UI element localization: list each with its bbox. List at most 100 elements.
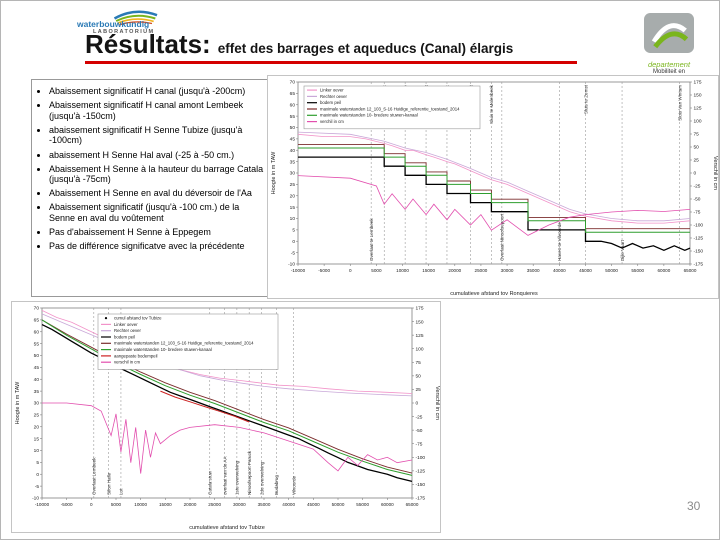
svg-text:60000: 60000 (381, 502, 394, 507)
bullet-list: Abaissement significatif H canal (jusqu'… (34, 86, 264, 252)
svg-text:55: 55 (34, 341, 40, 347)
svg-text:10000: 10000 (396, 268, 409, 273)
svg-text:45: 45 (34, 365, 40, 371)
svg-text:45: 45 (290, 137, 296, 143)
svg-text:5: 5 (36, 460, 39, 466)
page-number: 30 (687, 499, 701, 513)
svg-text:65000: 65000 (406, 502, 419, 507)
svg-text:30000: 30000 (501, 268, 514, 273)
svg-text:Overlaat te Lembeek: Overlaat te Lembeek (369, 218, 374, 261)
svg-text:40: 40 (34, 377, 40, 383)
svg-text:bodem peil: bodem peil (114, 334, 135, 339)
svg-text:15: 15 (290, 205, 296, 211)
departement-name-line1: Mobiliteit en (652, 69, 685, 75)
svg-text:5: 5 (292, 228, 295, 234)
svg-text:-75: -75 (416, 441, 423, 447)
svg-text:-10000: -10000 (35, 502, 50, 507)
svg-text:55: 55 (290, 114, 296, 120)
svg-text:-10: -10 (32, 496, 39, 502)
svg-text:Overlaat Lembeek: Overlaat Lembeek (92, 457, 97, 495)
svg-text:-150: -150 (416, 482, 426, 488)
svg-text:25000: 25000 (208, 502, 221, 507)
svg-text:Sifon Halle: Sifon Halle (106, 472, 111, 495)
svg-text:Linker oever: Linker oever (114, 322, 138, 327)
svg-text:Budabrug: Budabrug (274, 475, 279, 495)
svg-text:-125: -125 (416, 469, 426, 475)
svg-text:Overlaat Ninoofsepoort: Overlaat Ninoofsepoort (500, 213, 505, 261)
svg-text:Sluis te Zemst: Sluis te Zemst (583, 84, 588, 114)
svg-text:-5: -5 (35, 484, 40, 490)
bullet-panel: Abaissement significatif H canal (jusqu'… (31, 79, 269, 297)
svg-text:60000: 60000 (657, 268, 670, 273)
svg-text:20: 20 (290, 193, 296, 199)
svg-text:50: 50 (290, 125, 296, 131)
svg-text:-50: -50 (416, 428, 423, 434)
title-underline (85, 61, 577, 64)
svg-text:Linker oever: Linker oever (320, 88, 344, 93)
svg-text:-5000: -5000 (61, 502, 73, 507)
svg-text:2de overwelving: 2de overwelving (259, 461, 264, 495)
svg-text:30: 30 (34, 401, 40, 407)
svg-text:verschil in cm: verschil in cm (114, 360, 140, 365)
svg-text:70: 70 (290, 80, 296, 86)
svg-text:75: 75 (416, 360, 422, 366)
svg-text:-25: -25 (416, 414, 423, 420)
canal-water-level-chart: -10 -5 0 5 10 15 20 25 30 35 40 45 50 55 60 65 70 -175 -15… (267, 75, 719, 299)
bullet-item: abaissement H Senne Hal aval (-25 à -50 … (49, 150, 264, 161)
departement-logo-icon (644, 13, 694, 53)
svg-text:maximale waterstanden 12_103_S: maximale waterstanden 12_103_S-16 Huidig… (114, 341, 254, 346)
svg-text:35000: 35000 (527, 268, 540, 273)
svg-text:30: 30 (290, 171, 296, 177)
svg-text:Hoogte in m TAW: Hoogte in m TAW (15, 381, 21, 424)
svg-text:55000: 55000 (631, 268, 644, 273)
svg-text:cumulatieve afstand tov Tubize: cumulatieve afstand tov Tubize (189, 525, 265, 531)
fish-logo-icon (113, 10, 158, 26)
svg-text:-75: -75 (694, 210, 701, 216)
svg-text:-100: -100 (416, 455, 426, 461)
svg-text:verchil in cm: verchil in cm (320, 119, 344, 124)
svg-text:50000: 50000 (332, 502, 345, 507)
svg-text:Rechter oever: Rechter oever (320, 94, 348, 99)
svg-text:10: 10 (290, 216, 296, 222)
svg-text:35000: 35000 (258, 502, 271, 507)
svg-text:60: 60 (290, 102, 296, 108)
bullet-item: Pas de différence significatve avec la p… (49, 241, 264, 252)
svg-text:0: 0 (349, 268, 352, 273)
svg-text:15000: 15000 (422, 268, 435, 273)
svg-text:0: 0 (416, 401, 419, 407)
svg-text:10000: 10000 (134, 502, 147, 507)
logo-laboratorium: LABORATORIUM (93, 29, 155, 35)
svg-text:Verschil in cm: Verschil in cm (712, 156, 718, 190)
svg-text:100: 100 (694, 119, 702, 125)
svg-text:-175: -175 (694, 262, 704, 268)
svg-text:50: 50 (416, 374, 422, 380)
bullet-item: Abaissement significatif (jusqu'à -100 c… (49, 202, 264, 223)
svg-text:0: 0 (292, 239, 295, 245)
bullet-item: Abaissement H Senne en aval du déversoir… (49, 188, 264, 199)
bullet-item: Abaissement significatif H canal (jusqu'… (49, 86, 264, 97)
svg-text:70: 70 (34, 306, 40, 312)
svg-text:150: 150 (416, 319, 424, 325)
bullet-item: Abaissement H Senne à la hauteur du barr… (49, 164, 264, 185)
svg-text:-5: -5 (291, 250, 296, 256)
svg-text:overlaat van de AA: overlaat van de AA (222, 456, 227, 495)
page-title: Résultats: (85, 29, 211, 59)
svg-text:35: 35 (34, 389, 40, 395)
svg-text:-100: -100 (694, 223, 704, 229)
svg-text:-125: -125 (694, 236, 704, 242)
svg-text:50: 50 (34, 353, 40, 359)
svg-text:60: 60 (34, 329, 40, 335)
bullet-item: Abaissement significatif H canal amont L… (49, 100, 264, 121)
svg-text:65: 65 (34, 318, 40, 324)
svg-text:Vilvoorde: Vilvoorde (291, 475, 296, 495)
svg-text:-10: -10 (288, 262, 295, 268)
svg-text:cumul afstand tov Tubize: cumul afstand tov Tubize (114, 316, 162, 321)
svg-text:25000: 25000 (475, 268, 488, 273)
bullet-item: Pas d'abaissement H Senne à Eppegem (49, 227, 264, 238)
svg-text:25: 25 (694, 158, 700, 164)
svg-text:50000: 50000 (605, 268, 618, 273)
svg-text:Sluis Van Wintam: Sluis Van Wintam (677, 85, 682, 121)
svg-text:35: 35 (290, 159, 296, 165)
svg-text:25: 25 (34, 413, 40, 419)
senne-water-level-chart: -10 -5 0 5 10 15 20 25 30 35 40 45 50 55 60 65 70 -175 -15… (11, 301, 441, 533)
